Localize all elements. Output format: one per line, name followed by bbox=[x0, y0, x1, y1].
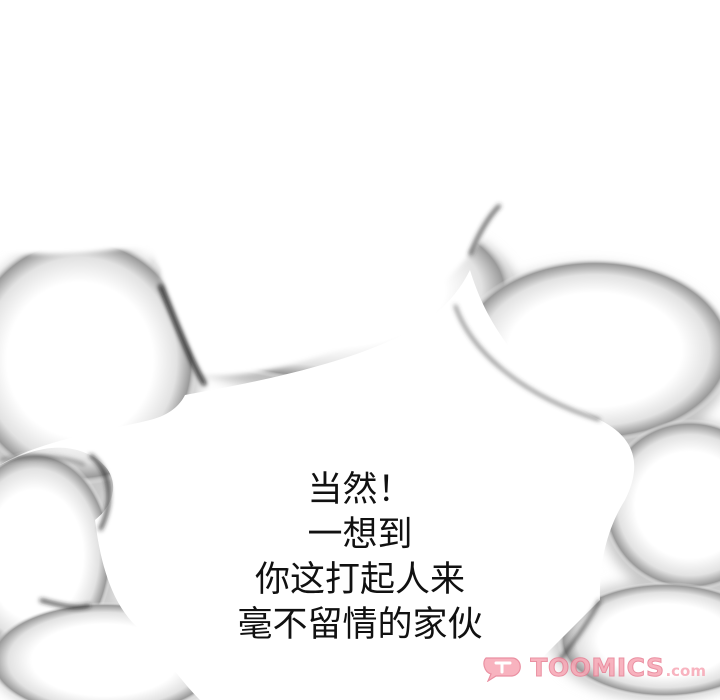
dialogue-line-4: 毫不留情的家伙 bbox=[237, 605, 483, 645]
toomics-logo-icon bbox=[483, 657, 522, 682]
toomics-brand-text: TOOMICS bbox=[530, 652, 665, 682]
toomics-watermark: TOOMICS .com bbox=[482, 652, 706, 682]
dialogue-line-3: 你这打起人来 bbox=[254, 560, 465, 600]
dialogue-line-2: 一想到 bbox=[307, 515, 413, 555]
dialogue-line-1: 当然！ bbox=[307, 470, 413, 510]
toomics-domain-suffix: .com bbox=[665, 661, 706, 680]
burst-ink-creases bbox=[0, 203, 602, 661]
dialogue-text: 当然！ 一想到 你这打起人来 毫不留情的家伙 bbox=[160, 468, 560, 648]
